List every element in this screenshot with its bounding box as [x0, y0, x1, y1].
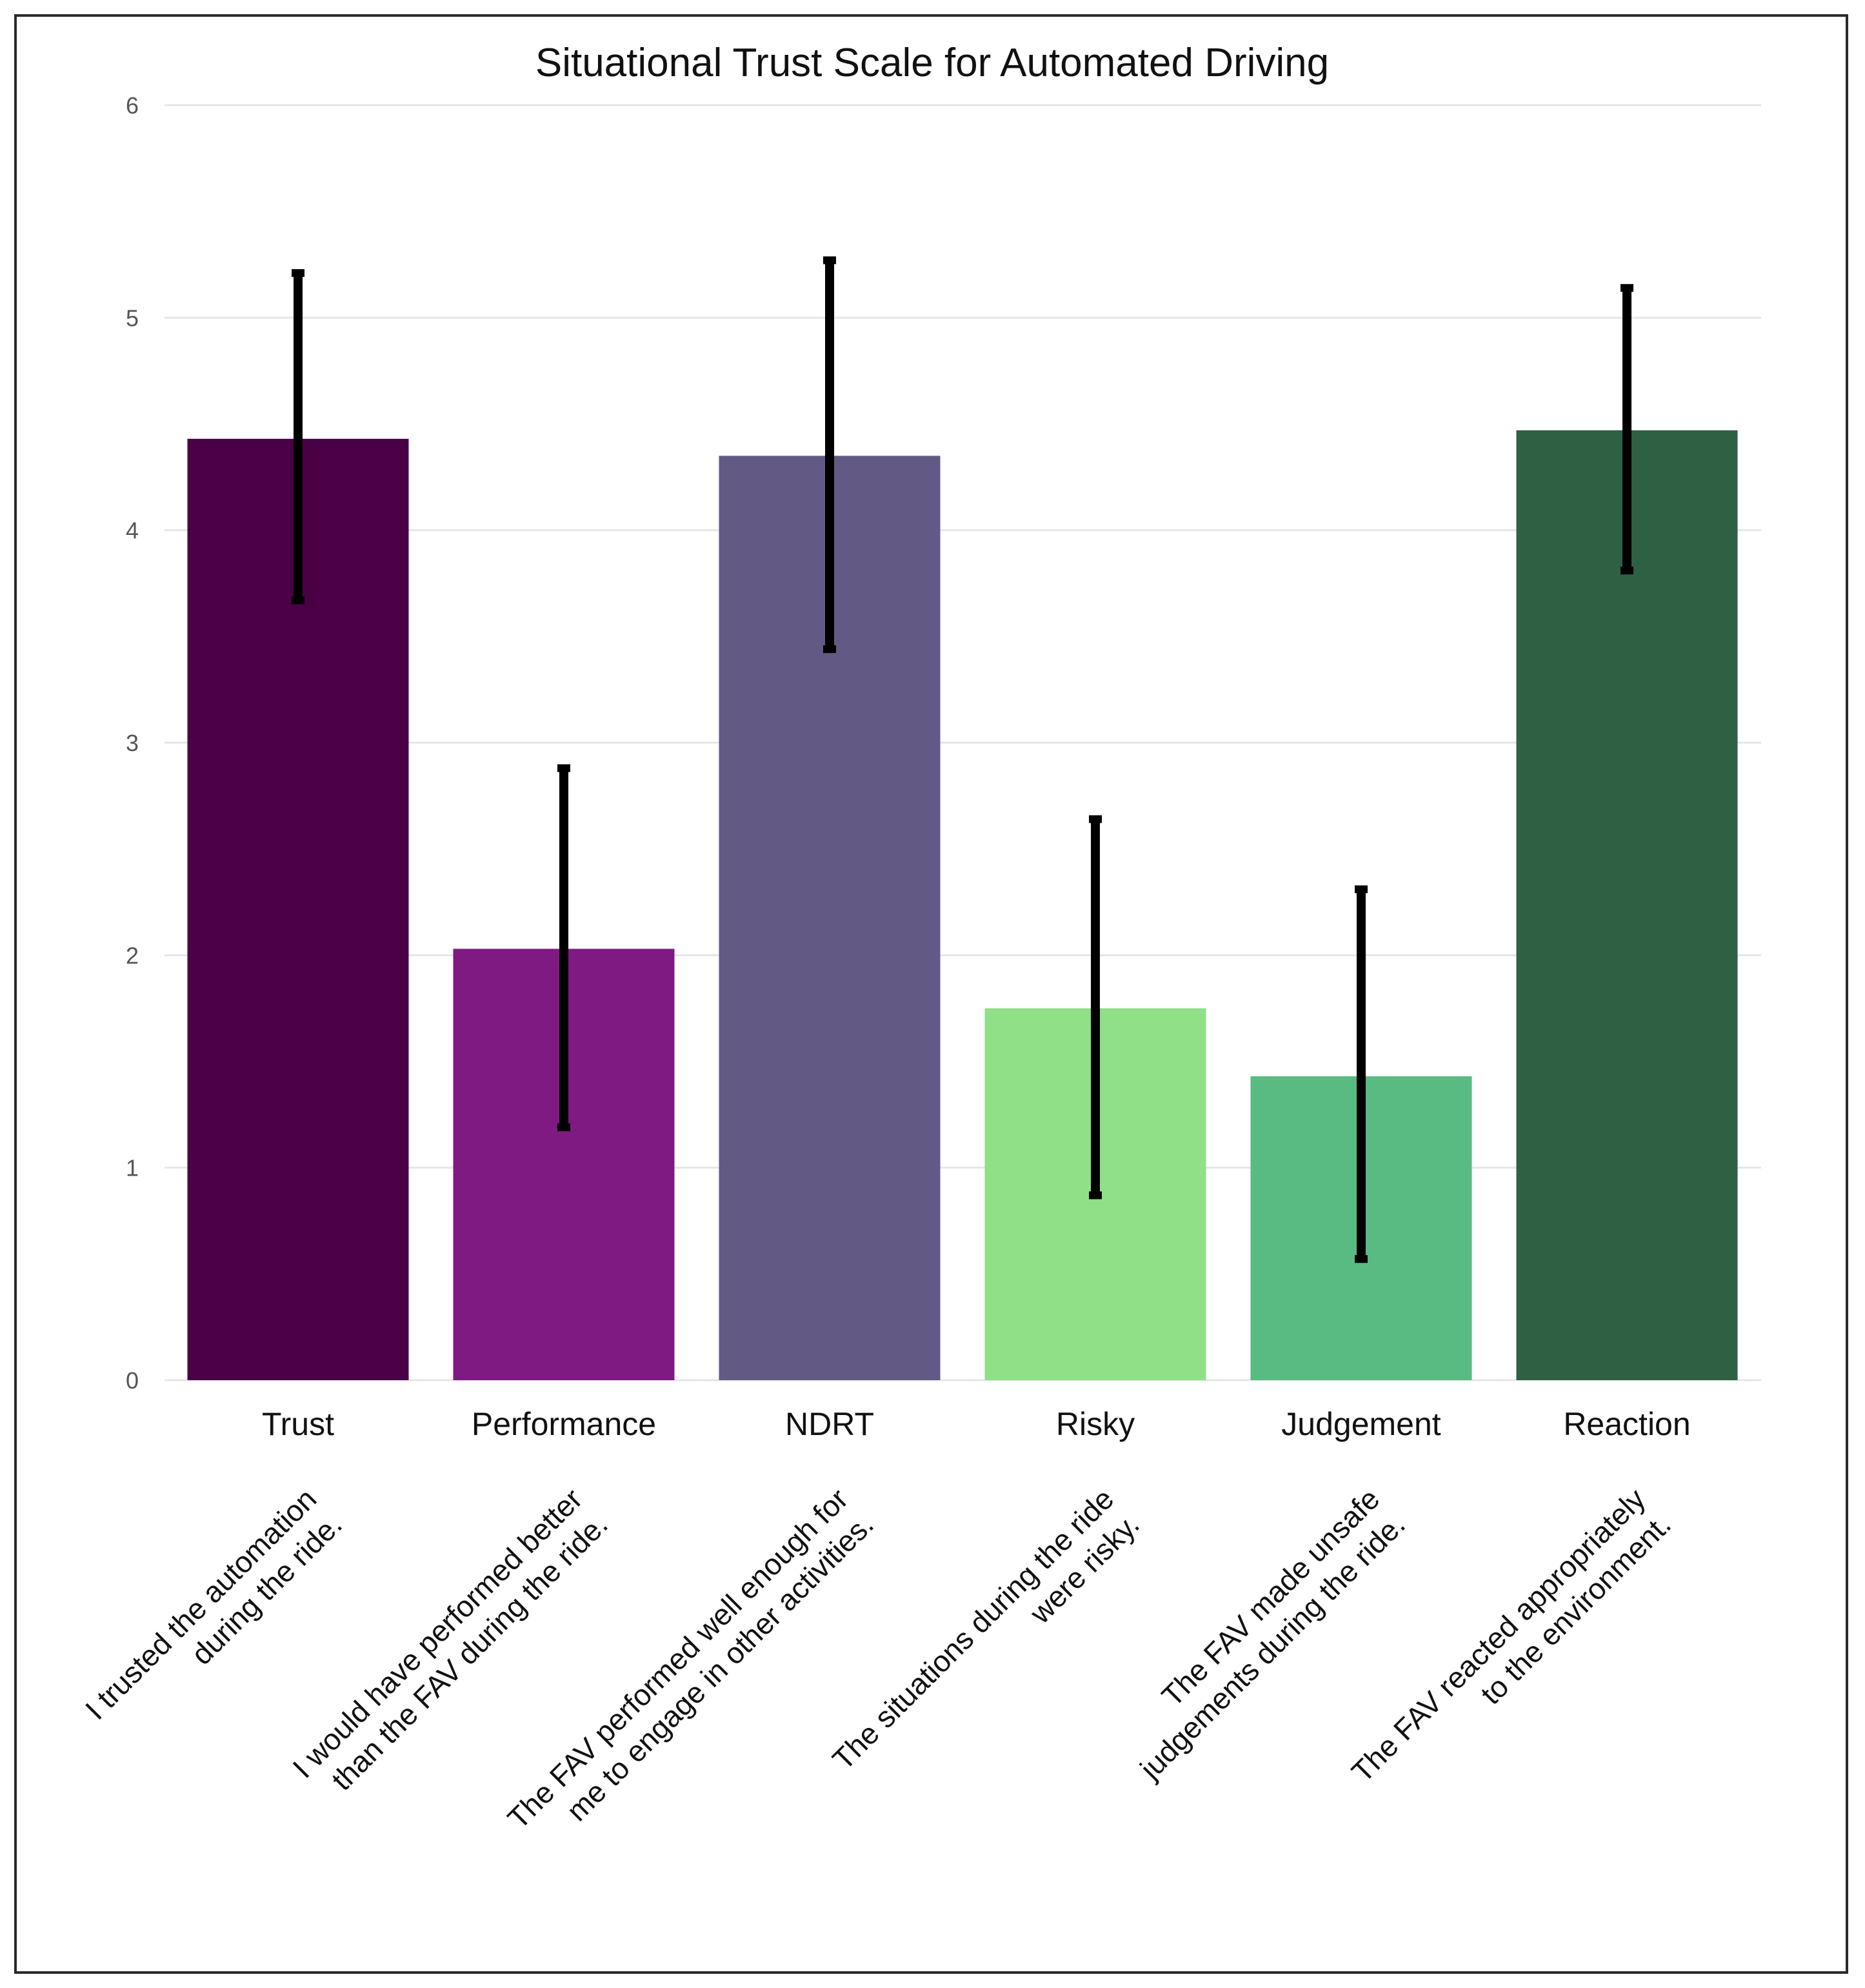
- bar-reaction: [1516, 430, 1738, 1380]
- description-line: me to engage in other activities.: [560, 1507, 880, 1827]
- y-tick-label: 6: [126, 92, 139, 119]
- category-label-risky: Risky: [1056, 1406, 1135, 1442]
- description-line: I trusted the automation: [79, 1482, 323, 1727]
- category-label-trust: Trust: [262, 1406, 334, 1442]
- error-bar-layer: [292, 256, 1633, 1263]
- description-line: The FAV made unsafe: [1155, 1482, 1386, 1713]
- category-label-judgement: Judgement: [1281, 1406, 1441, 1442]
- description-ndrt: The FAV performed well enough forme to e…: [501, 1482, 880, 1836]
- y-tick-label: 4: [126, 517, 139, 544]
- category-label-ndrt: NDRT: [785, 1406, 874, 1442]
- y-tick-label: 0: [126, 1367, 139, 1394]
- category-label-performance: Performance: [472, 1406, 656, 1442]
- y-tick-label: 3: [126, 730, 139, 756]
- grid-layer: 0 1 2 3 4 5 6: [126, 92, 1761, 1394]
- bar-layer: [187, 430, 1738, 1380]
- y-tick-label: 5: [126, 305, 139, 331]
- y-tick-label: 2: [126, 942, 139, 969]
- category-label-reaction: Reaction: [1563, 1406, 1690, 1442]
- y-tick-label: 1: [126, 1155, 139, 1181]
- category-label-layer: Trust Performance NDRT Risky Judgement Reacti…: [262, 1406, 1691, 1442]
- chart-title: Situational Trust Scale for Automated Dr…: [535, 41, 1329, 85]
